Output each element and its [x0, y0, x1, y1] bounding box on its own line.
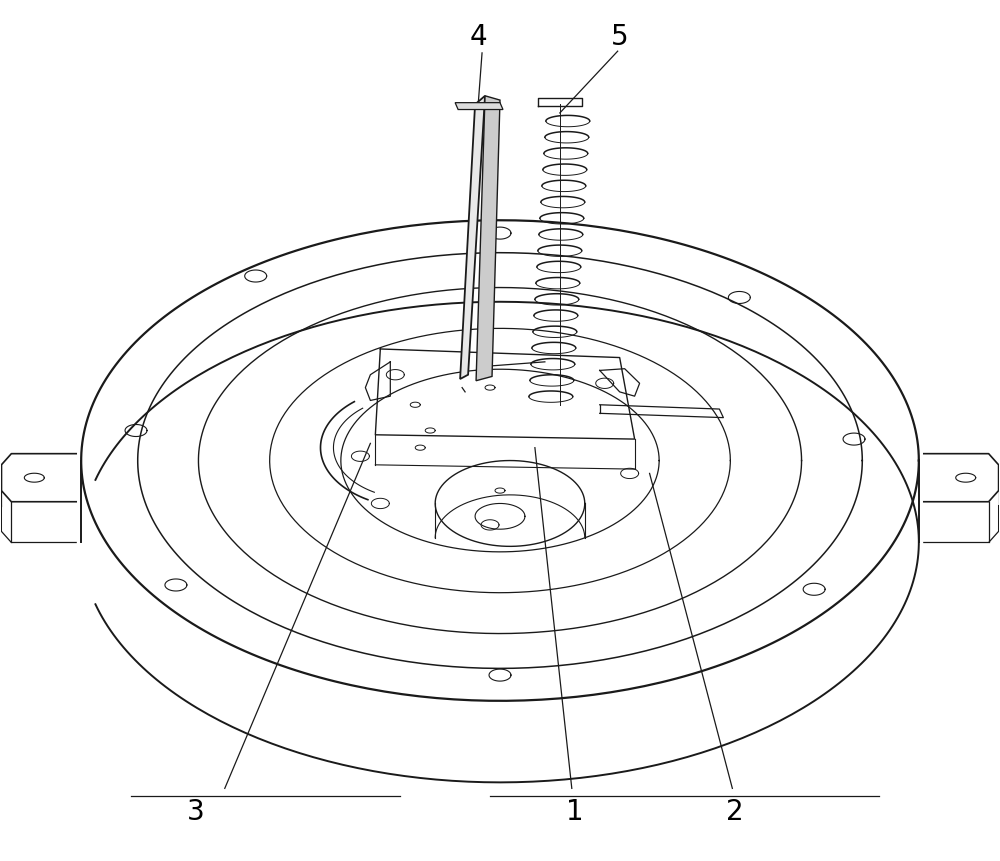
Polygon shape [476, 96, 500, 381]
Text: 1: 1 [566, 798, 584, 827]
Text: 5: 5 [611, 23, 628, 52]
Polygon shape [455, 102, 503, 109]
Polygon shape [460, 96, 485, 379]
Text: 2: 2 [726, 798, 743, 827]
Text: 4: 4 [469, 23, 487, 52]
Text: 3: 3 [187, 798, 205, 827]
